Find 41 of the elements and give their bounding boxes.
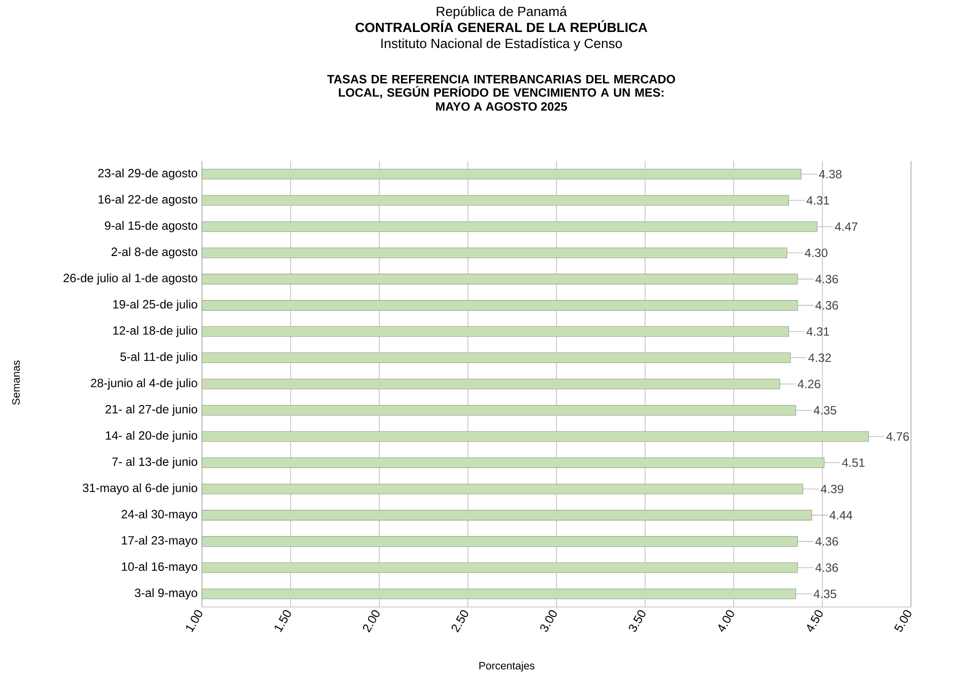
y-tick-label: 21- al 27-de junio	[106, 404, 198, 416]
data-label: 4.76	[886, 432, 909, 441]
data-label: 4.44	[830, 511, 852, 520]
data-label: 4.26	[798, 380, 820, 388]
data-label: 4.36	[815, 274, 838, 284]
text: República de Panamá	[436, 6, 567, 19]
data-label: 4.36	[815, 563, 838, 572]
data-label: 4.31	[806, 327, 830, 336]
y-tick-label: 9-al 15-de agosto	[104, 221, 198, 232]
y-tick-label: 24-al 30-mayo	[122, 510, 198, 521]
data-label: 4.38	[818, 170, 842, 178]
data-label: 4.35	[814, 590, 836, 598]
y-tick-label: 10-al 16-mayo	[122, 562, 198, 574]
chart-subtitle: MAYO A AGOSTO 2025	[436, 102, 568, 111]
y-tick-label: 31-mayo al 6-de junio	[82, 483, 198, 495]
data-label: 4.35	[814, 406, 836, 415]
y-tick-label: 14- al 20-de junio	[106, 430, 198, 442]
y-tick-label: 5-al 11-de julio	[120, 352, 198, 364]
data-label: 4.30	[804, 248, 828, 258]
data-label: 4.36	[815, 301, 838, 310]
y-tick-label: 2-al 8-de agosto	[112, 247, 198, 258]
y-tick-label: 16-al 22-de agosto	[98, 194, 198, 206]
x-axis-title: Porcentajes	[479, 662, 534, 672]
y-tick-label: 19-al 25-de julio	[113, 300, 198, 311]
y-tick-label: 26-de julio al 1-de agosto	[64, 273, 198, 285]
data-label: 4.31	[806, 196, 830, 205]
chart-title: TASAS DE REFERENCIA INTERBANCARIAS DEL MERCADO LOCAL, SEGÚN PERÍODO DE VENCIMIENTO A UN MES:	[327, 74, 676, 99]
y-tick-label: 17-al 23-mayo	[122, 536, 198, 548]
y-tick-label: 28-junio al 4-de julio	[90, 378, 198, 390]
data-label: 4.47	[834, 222, 858, 231]
data-label: 4.32	[808, 354, 831, 362]
y-axis-title: Semanas	[12, 360, 20, 405]
y-tick-label: 23-al 29-de agosto	[98, 168, 198, 180]
data-label: 4.39	[820, 484, 844, 494]
y-tick-label: 7- al 13-de junio	[112, 457, 198, 468]
y-tick-label: 3-al 9-mayo	[134, 588, 198, 600]
data-label: 4.36	[815, 537, 838, 546]
data-label: 4.51	[842, 458, 865, 467]
text: Instituto Nacional de Estadística y Censo	[381, 38, 622, 51]
y-tick-label: 12-al 18-de julio	[113, 326, 198, 338]
text: CONTRALORÍA GENERAL DE LA REPÚBLICA	[356, 20, 648, 32]
